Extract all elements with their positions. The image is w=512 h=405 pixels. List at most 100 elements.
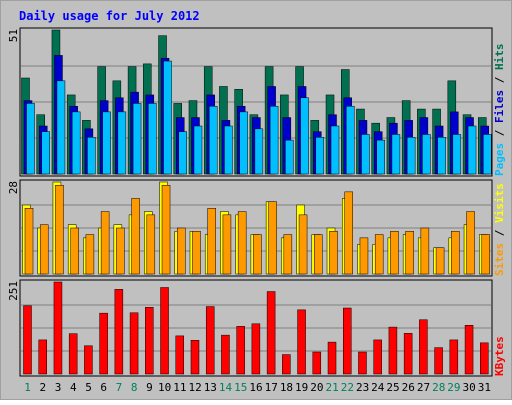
day-label: 12 bbox=[188, 381, 201, 394]
day-label: 16 bbox=[249, 381, 262, 394]
series-legend: Sites / Visits bbox=[493, 183, 506, 276]
bar-sites bbox=[268, 201, 277, 275]
day-label: 20 bbox=[310, 381, 323, 394]
day-label: 1 bbox=[24, 381, 31, 394]
day-label: 14 bbox=[219, 381, 233, 394]
bar-pages bbox=[132, 103, 142, 175]
day-label: 28 bbox=[432, 381, 445, 394]
bar-pages bbox=[437, 137, 446, 175]
day-label: 9 bbox=[146, 381, 153, 394]
bar-kbytes bbox=[236, 326, 245, 375]
bar-pages bbox=[254, 128, 264, 175]
max-value-label: 251 bbox=[7, 281, 20, 301]
bar-kbytes bbox=[53, 281, 63, 375]
bar-sites bbox=[420, 227, 430, 275]
bar-sites bbox=[24, 208, 34, 275]
bar-kbytes bbox=[282, 354, 291, 375]
bar-sites bbox=[161, 185, 171, 275]
side-label-visits: Sites / Visits bbox=[493, 183, 506, 276]
bar-pages bbox=[193, 125, 203, 175]
bar-kbytes bbox=[160, 287, 169, 375]
bar-kbytes bbox=[114, 289, 124, 375]
bar-kbytes bbox=[403, 333, 413, 375]
bar-sites bbox=[466, 211, 475, 275]
max-value-label: 28 bbox=[7, 181, 20, 194]
bar-pages bbox=[345, 105, 355, 175]
bar-sites bbox=[192, 231, 201, 275]
day-label: 23 bbox=[356, 381, 369, 394]
bar-pages bbox=[467, 125, 477, 175]
day-label: 11 bbox=[173, 381, 186, 394]
day-label: 10 bbox=[158, 381, 171, 394]
bar-sites bbox=[283, 234, 293, 275]
bar-sites bbox=[329, 231, 338, 275]
bar-pages bbox=[406, 137, 416, 175]
day-label: 29 bbox=[447, 381, 460, 394]
bar-pages bbox=[452, 134, 462, 175]
bar-pages bbox=[26, 103, 35, 175]
day-label: 3 bbox=[55, 381, 62, 394]
bar-sites bbox=[374, 234, 384, 275]
day-label: 25 bbox=[386, 381, 399, 394]
legend-entry-hits: Hits bbox=[493, 44, 506, 71]
bar-kbytes bbox=[327, 341, 337, 375]
day-label: 31 bbox=[478, 381, 491, 394]
day-label: 8 bbox=[131, 381, 138, 394]
bar-pages bbox=[391, 134, 401, 175]
day-label: 22 bbox=[341, 381, 354, 394]
bar-pages bbox=[376, 139, 385, 175]
bar-pages bbox=[330, 125, 340, 175]
bar-kbytes bbox=[251, 323, 261, 375]
bar-sites bbox=[146, 214, 156, 275]
bar-pages bbox=[269, 105, 279, 175]
side-label-hits: Pages / Files / Hits bbox=[493, 44, 506, 177]
bar-sites bbox=[298, 214, 308, 275]
bar-kbytes bbox=[175, 335, 185, 375]
bar-sites bbox=[390, 231, 399, 275]
bar-sites bbox=[131, 198, 140, 275]
day-label: 18 bbox=[280, 381, 293, 394]
bar-pages bbox=[56, 80, 66, 175]
chart-panels: 51 Pages / Files / Hits 28 Sites / Visits 25… bbox=[7, 27, 506, 377]
day-label: 5 bbox=[85, 381, 92, 394]
series-legend: Pages / Files / Hits bbox=[493, 44, 506, 177]
day-label: 30 bbox=[463, 381, 476, 394]
day-label: 27 bbox=[417, 381, 430, 394]
panel-kbytes: 251 KBytes bbox=[7, 279, 506, 377]
bar-pages bbox=[102, 111, 111, 175]
bar-sites bbox=[314, 234, 323, 275]
bar-kbytes bbox=[38, 339, 47, 375]
bar-pages bbox=[71, 111, 81, 175]
bar-sites bbox=[481, 234, 491, 275]
bar-kbytes bbox=[358, 351, 367, 375]
bar-kbytes bbox=[68, 333, 78, 375]
day-label: 2 bbox=[40, 381, 47, 394]
bar-sites bbox=[116, 227, 125, 275]
bar-pages bbox=[87, 137, 96, 175]
side-label-kbytes: KBytes bbox=[493, 336, 506, 376]
bar-pages bbox=[163, 60, 172, 175]
bar-sites bbox=[85, 234, 95, 275]
legend-entry-kbytes: KBytes bbox=[493, 336, 506, 376]
day-label: 7 bbox=[116, 381, 123, 394]
bar-pages bbox=[117, 111, 127, 175]
day-label: 13 bbox=[204, 381, 217, 394]
bar-kbytes bbox=[464, 325, 474, 375]
bar-kbytes bbox=[297, 309, 306, 375]
bar-kbytes bbox=[312, 351, 322, 375]
bar-kbytes bbox=[266, 291, 276, 375]
bar-kbytes bbox=[145, 307, 154, 375]
bar-pages bbox=[239, 111, 248, 175]
x-axis-day-labels: 1 2 3 4 5 6 7 8 9 10 11 12 13 14 15 16 17 18 19 20 21 22 23 24 2… bbox=[24, 381, 491, 394]
day-label: 24 bbox=[371, 381, 385, 394]
bar-sites bbox=[435, 247, 445, 275]
day-label: 19 bbox=[295, 381, 308, 394]
bar-sites bbox=[177, 227, 186, 275]
bar-sites bbox=[70, 227, 79, 275]
bar-pages bbox=[300, 97, 309, 175]
bar-pages bbox=[483, 134, 492, 175]
bar-kbytes bbox=[84, 345, 93, 375]
bar-pages bbox=[41, 131, 50, 175]
bar-kbytes bbox=[388, 326, 398, 375]
